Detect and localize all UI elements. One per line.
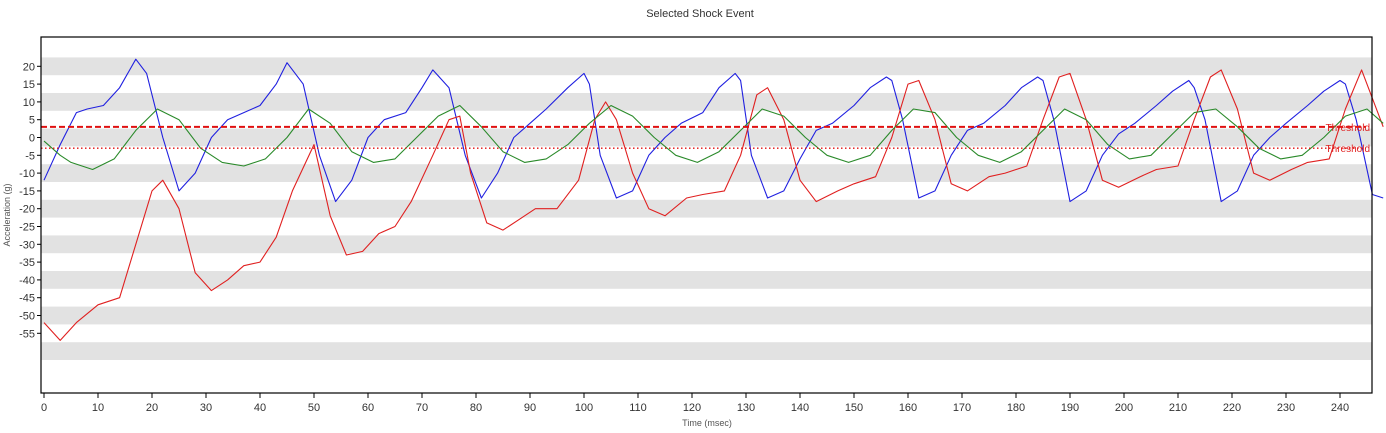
background-band <box>41 199 1372 218</box>
y-tick-label: -25 <box>19 222 35 234</box>
x-tick-label: 110 <box>629 402 647 414</box>
x-tick-label: 20 <box>146 402 158 414</box>
plot-frame <box>40 36 1373 394</box>
y-tick-label: -50 <box>19 311 35 323</box>
plot-background-bands <box>41 37 1372 393</box>
x-tick-label: 80 <box>470 402 482 414</box>
background-band <box>41 93 1372 111</box>
x-tick-label: 120 <box>683 402 701 414</box>
x-tick-label: 70 <box>416 402 428 414</box>
series-line-1 <box>43 58 1384 203</box>
x-tick-label: 100 <box>575 402 593 414</box>
y-tick-label: 20 <box>23 61 35 73</box>
threshold-label-1: Threshold <box>1326 123 1370 134</box>
background-band <box>41 306 1372 325</box>
x-tick-label: 230 <box>1277 402 1295 414</box>
y-tick-label: -30 <box>19 239 35 251</box>
x-tick-label: 210 <box>1169 402 1187 414</box>
x-tick-label: 60 <box>362 402 374 414</box>
x-tick-label: 130 <box>737 402 755 414</box>
y-tick-label: -35 <box>19 257 35 269</box>
y-axis-label: Acceleration (g) <box>2 183 12 246</box>
background-band <box>41 128 1372 147</box>
x-tick-label: 170 <box>953 402 971 414</box>
x-tick-label: 190 <box>1061 402 1079 414</box>
x-tick-label: 0 <box>41 402 47 414</box>
x-tick-label: 40 <box>254 402 266 414</box>
x-tick-label: 30 <box>200 402 212 414</box>
y-tick-label: 10 <box>23 97 35 109</box>
data-series <box>43 58 1384 341</box>
background-band <box>41 57 1372 76</box>
y-tick-label: 0 <box>29 133 35 145</box>
x-tick-label: 180 <box>1007 402 1025 414</box>
background-band <box>41 164 1372 182</box>
series-line-3 <box>43 104 1384 171</box>
series-line-2 <box>43 69 1384 341</box>
background-band <box>41 271 1372 289</box>
x-tick-label: 140 <box>791 402 809 414</box>
y-tick-label: -45 <box>19 293 35 305</box>
x-tick-label: 150 <box>845 402 863 414</box>
y-tick-label: -40 <box>19 275 35 287</box>
y-tick-label: -5 <box>25 150 35 162</box>
x-axis-label: Time (msec) <box>682 418 732 428</box>
background-band <box>41 235 1372 254</box>
chart-title: Selected Shock Event <box>646 8 754 20</box>
background-band <box>41 342 1372 360</box>
y-tick-label: 5 <box>29 115 35 127</box>
x-tick-label: 90 <box>524 402 536 414</box>
x-tick-label: 220 <box>1223 402 1241 414</box>
x-tick-label: 200 <box>1115 402 1133 414</box>
x-tick-label: 50 <box>308 402 320 414</box>
y-axis-ticks: 20 15 10 5 0 -5 -10 -15 -20 -25 -30 -35 -40 -45 -50 -55 <box>19 61 41 340</box>
x-tick-label: 160 <box>899 402 917 414</box>
y-tick-label: 15 <box>23 79 35 91</box>
y-tick-label: -15 <box>19 186 35 198</box>
x-axis-ticks: 0 10 20 30 40 50 60 70 80 90 100 110 120 130 140 150 160… <box>41 393 1349 414</box>
y-tick-label: -10 <box>19 168 35 180</box>
threshold-lines: Threshold Threshold <box>41 123 1370 155</box>
x-tick-label: 240 <box>1331 402 1349 414</box>
y-tick-label: -20 <box>19 204 35 216</box>
y-tick-label: -55 <box>19 328 35 340</box>
threshold-label-2: Threshold <box>1326 144 1370 155</box>
x-tick-label: 10 <box>92 402 104 414</box>
